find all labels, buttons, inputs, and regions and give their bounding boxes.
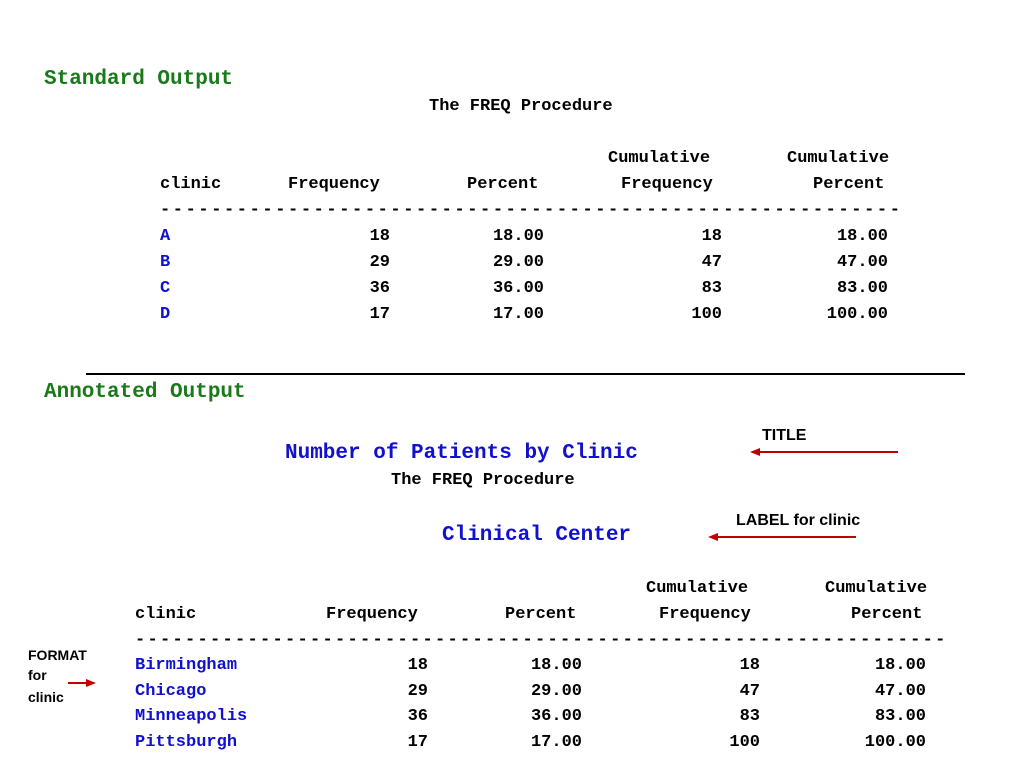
- standard-row-percent: 18.00: [492, 227, 544, 246]
- annotated-row-percent: 36.00: [530, 707, 582, 726]
- annotated-section-title: Annotated Output: [44, 381, 246, 404]
- standard-row-cum-frequency: 47: [701, 253, 722, 272]
- standard-header-percent: Percent: [467, 175, 539, 194]
- standard-header-cumulative-2: Cumulative: [787, 149, 890, 168]
- annotated-row-cum-percent: 100.00: [864, 733, 926, 752]
- standard-row-clinic: A: [160, 227, 171, 246]
- title-annotation: TITLE: [762, 427, 807, 444]
- annotated-header-frequency: Frequency: [326, 605, 418, 624]
- format-arrow-icon: [68, 679, 96, 687]
- standard-row-cum-percent: 83.00: [836, 279, 888, 298]
- annotated-header-clinic: clinic: [135, 605, 197, 624]
- standard-header-cum-percent: Percent: [813, 175, 885, 194]
- standard-row-clinic: C: [160, 279, 171, 298]
- annotated-row-frequency: 29: [407, 682, 428, 701]
- standard-row-percent: 17.00: [492, 305, 544, 324]
- standard-row-cum-frequency: 100: [691, 305, 722, 324]
- annotated-row-clinic: Pittsburgh: [135, 733, 238, 752]
- section-divider: [86, 373, 965, 375]
- label-arrow-icon: [708, 533, 856, 541]
- standard-row-frequency: 36: [369, 279, 390, 298]
- annotated-row-clinic: Chicago: [135, 682, 207, 701]
- annotated-header-cumulative-1: Cumulative: [646, 579, 749, 598]
- standard-procedure-title: The FREQ Procedure: [429, 97, 613, 116]
- annotated-row-cum-percent: 83.00: [874, 707, 926, 726]
- annotated-header-separator: ----------------------------------------…: [135, 631, 948, 650]
- annotated-row-clinic: Birmingham: [135, 656, 238, 675]
- standard-header-separator: ----------------------------------------…: [160, 201, 903, 220]
- standard-header-frequency: Frequency: [288, 175, 380, 194]
- annotated-row-percent: 18.00: [530, 656, 582, 675]
- standard-row-frequency: 29: [369, 253, 390, 272]
- standard-section-title: Standard Output: [44, 68, 234, 91]
- standard-row-clinic: B: [160, 253, 171, 272]
- annotated-row-frequency: 17: [407, 733, 428, 752]
- annotated-row-percent: 17.00: [530, 733, 582, 752]
- standard-row-clinic: D: [160, 305, 171, 324]
- standard-header-clinic: clinic: [160, 175, 222, 194]
- annotated-header-percent: Percent: [505, 605, 577, 624]
- standard-row-frequency: 18: [369, 227, 390, 246]
- annotated-title: Number of Patients by Clinic: [285, 442, 638, 465]
- standard-row-cum-frequency: 83: [701, 279, 722, 298]
- annotated-row-clinic: Minneapolis: [135, 707, 248, 726]
- standard-row-percent: 29.00: [492, 253, 544, 272]
- annotated-row-cum-percent: 18.00: [874, 656, 926, 675]
- label-annotation: LABEL for clinic: [736, 512, 861, 529]
- annotated-row-cum-frequency: 47: [739, 682, 760, 701]
- annotated-procedure-title: The FREQ Procedure: [391, 471, 575, 490]
- annotated-row-cum-frequency: 100: [729, 733, 760, 752]
- title-arrow-icon: [750, 448, 898, 456]
- format-annotation-line3: clinic: [28, 689, 64, 705]
- annotated-row-cum-percent: 47.00: [874, 682, 926, 701]
- annotated-header-cum-frequency: Frequency: [659, 605, 751, 624]
- annotated-row-cum-frequency: 18: [739, 656, 760, 675]
- annotated-header-cumulative-2: Cumulative: [825, 579, 928, 598]
- standard-row-percent: 36.00: [492, 279, 544, 298]
- standard-row-cum-percent: 47.00: [836, 253, 888, 272]
- standard-header-cumulative-1: Cumulative: [608, 149, 711, 168]
- standard-header-cum-frequency: Frequency: [621, 175, 713, 194]
- format-annotation-line1: FORMAT: [28, 647, 87, 663]
- standard-row-cum-frequency: 18: [701, 227, 722, 246]
- annotated-row-percent: 29.00: [530, 682, 582, 701]
- annotated-row-cum-frequency: 83: [739, 707, 760, 726]
- annotated-label: Clinical Center: [442, 524, 632, 547]
- standard-row-cum-percent: 18.00: [836, 227, 888, 246]
- format-annotation-line2: for: [28, 667, 47, 683]
- annotated-row-frequency: 36: [407, 707, 428, 726]
- annotated-header-cum-percent: Percent: [851, 605, 923, 624]
- standard-row-cum-percent: 100.00: [826, 305, 888, 324]
- annotated-row-frequency: 18: [407, 656, 428, 675]
- standard-row-frequency: 17: [369, 305, 390, 324]
